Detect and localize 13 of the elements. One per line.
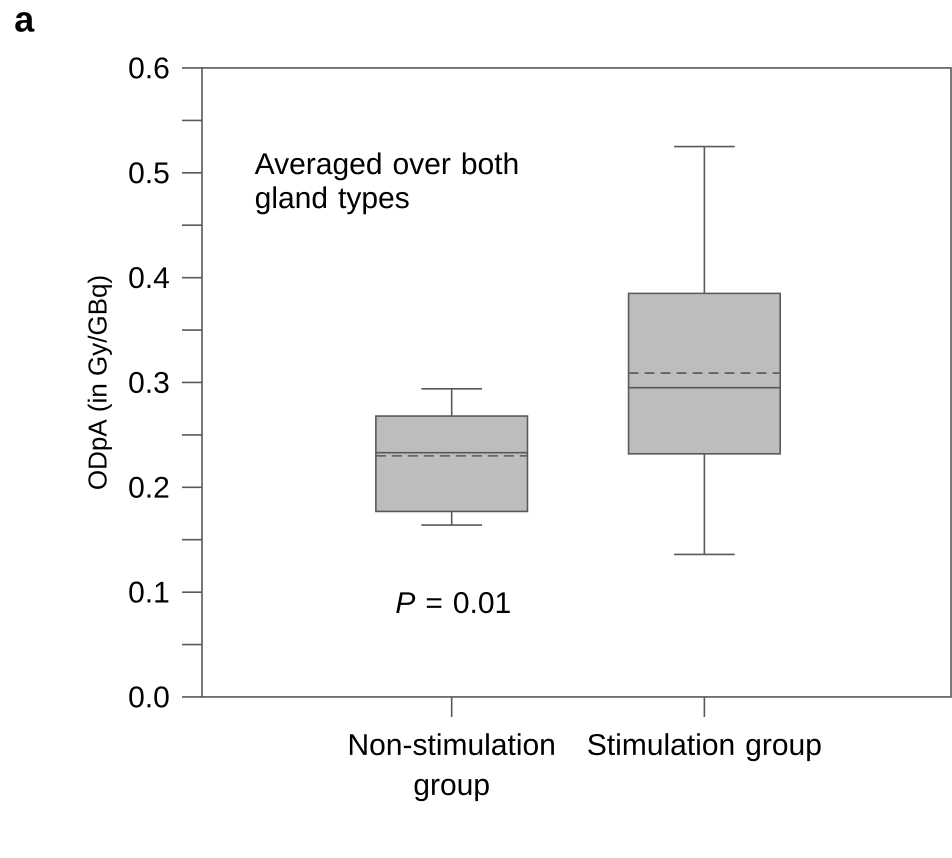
y-tick-label: 0.1 <box>129 582 168 603</box>
y-tick-label: 0.3 <box>129 372 168 394</box>
y-tick-label: 0.5 <box>129 162 169 184</box>
annotation: Averaged over both gland types <box>254 152 518 214</box>
y-tick-label: 0.0 <box>129 686 169 708</box>
text: a <box>15 12 34 32</box>
x-tick-label: Stimulation group <box>588 733 821 762</box>
y-tick-label: 0.2 <box>129 476 168 498</box>
y-axis-title: ODpA (in Gy/GBq) <box>88 276 112 489</box>
annotation: P = 0.01 <box>396 592 510 614</box>
y-tick-label: 0.4 <box>129 267 169 288</box>
y-tick-label: 0.6 <box>129 57 168 79</box>
x-tick-label: Non-stimulation group <box>350 733 554 802</box>
